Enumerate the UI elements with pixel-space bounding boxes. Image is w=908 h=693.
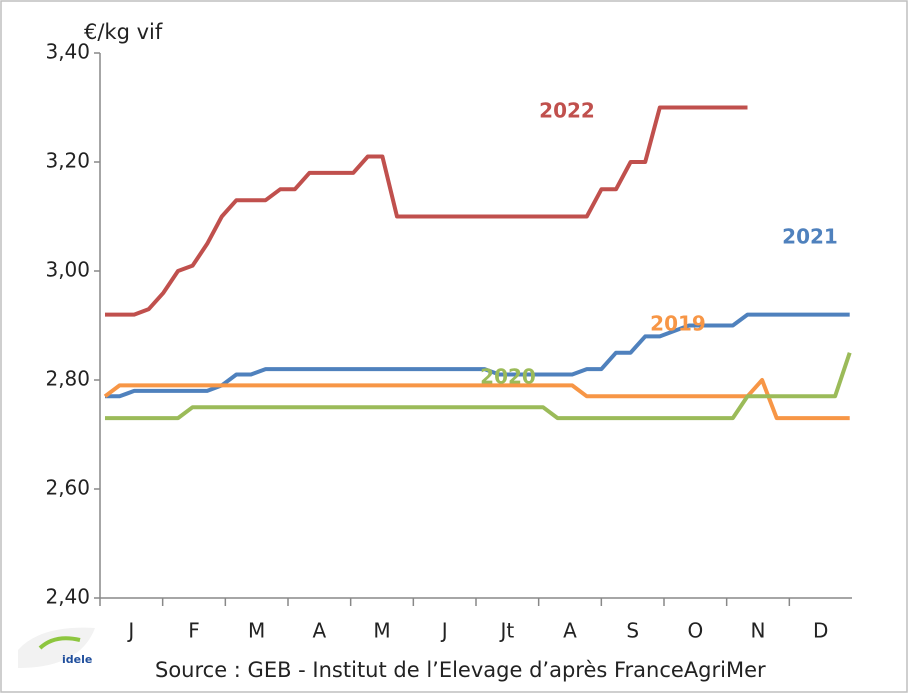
series-line [103, 378, 850, 421]
y-tick-label: 2,40 [45, 585, 90, 609]
y-tick-label: 2,80 [45, 367, 90, 391]
series-label: 2019 [650, 312, 706, 336]
x-tick-label: S [626, 619, 639, 643]
logo-text: idele [62, 653, 92, 666]
y-tick-label: 3,00 [45, 258, 90, 282]
y-axis-label: €/kg vif [84, 20, 163, 44]
logo-swoosh [38, 636, 81, 650]
x-tick-label: J [126, 619, 134, 643]
logo: idele [18, 627, 95, 668]
x-tick-label: D [813, 619, 828, 643]
series-line [105, 352, 852, 421]
series-label: 2021 [782, 225, 838, 249]
x-tick-label: A [312, 619, 326, 643]
x-tick-label: Jt [498, 619, 514, 643]
x-tick-label: M [373, 619, 390, 643]
series-label: 2020 [480, 365, 536, 389]
x-tick-label: F [188, 619, 200, 643]
source: Source : GEB - Institut de l’Elevage d’a… [155, 658, 766, 682]
series-line [105, 312, 850, 399]
series-line [105, 105, 748, 317]
y-tick-label: 3,20 [45, 149, 90, 173]
y-tick-label: 2,60 [45, 476, 90, 500]
series-label: 2022 [539, 99, 595, 123]
x-tick-label: N [751, 619, 766, 643]
x-tick-label: M [248, 619, 265, 643]
y-tick-label: 3,40 [45, 40, 90, 64]
x-tick-label: J [440, 619, 448, 643]
x-tick-label: A [563, 619, 577, 643]
x-tick-label: O [687, 619, 703, 643]
